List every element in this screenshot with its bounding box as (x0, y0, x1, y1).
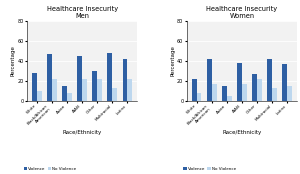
Bar (192, 79, 197, 101)
Bar (222, 86, 227, 101)
Bar (237, 63, 242, 101)
Bar (282, 64, 287, 101)
Bar (272, 88, 277, 101)
Bar (267, 59, 272, 101)
Bar (97, 79, 102, 101)
Title: Healthcare Insecurity
Women: Healthcare Insecurity Women (206, 6, 278, 19)
Bar (122, 59, 128, 101)
Bar (287, 86, 292, 101)
Legend: Violence, No Violence: Violence, No Violence (183, 167, 236, 171)
Bar (47, 54, 52, 101)
Bar (196, 93, 202, 101)
Bar (257, 79, 262, 101)
Bar (252, 74, 257, 101)
Bar (37, 91, 42, 101)
Bar (107, 53, 112, 101)
Bar (62, 86, 67, 101)
Y-axis label: Percentage: Percentage (11, 45, 16, 76)
X-axis label: Race/Ethnicity: Race/Ethnicity (222, 130, 262, 135)
Bar (67, 93, 72, 101)
Bar (242, 84, 247, 101)
Bar (112, 88, 117, 101)
Bar (92, 71, 97, 101)
Bar (52, 79, 57, 101)
Bar (82, 79, 87, 101)
Bar (128, 79, 132, 101)
Bar (212, 84, 217, 101)
Y-axis label: Percentage: Percentage (171, 45, 176, 76)
Bar (207, 59, 212, 101)
X-axis label: Race/Ethnicity: Race/Ethnicity (62, 130, 102, 135)
Bar (227, 96, 232, 101)
Bar (77, 56, 82, 101)
Title: Healthcare Insecurity
Men: Healthcare Insecurity Men (46, 6, 118, 19)
Bar (32, 73, 37, 101)
Legend: Violence, No Violence: Violence, No Violence (24, 167, 76, 171)
